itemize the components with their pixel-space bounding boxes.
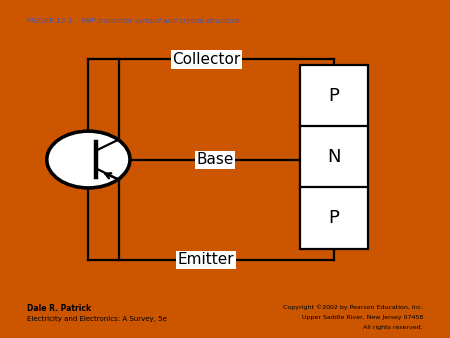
Text: Emitter: Emitter (178, 252, 234, 267)
Text: Upper Saddle River, New Jersey 07458: Upper Saddle River, New Jersey 07458 (302, 315, 423, 320)
Text: Dale R. Patrick: Dale R. Patrick (27, 304, 91, 313)
Text: Copyright ©2002 by Pearson Education, Inc.: Copyright ©2002 by Pearson Education, In… (283, 304, 423, 310)
Text: Collector: Collector (172, 52, 240, 67)
Bar (300, 65, 368, 249)
Text: P: P (328, 209, 339, 227)
Text: All rights reserved.: All rights reserved. (364, 325, 423, 330)
Text: FIGURE 12-1    PNP transistor symbol and crystal structure.: FIGURE 12-1 PNP transistor symbol and cr… (27, 18, 241, 24)
Circle shape (47, 131, 130, 188)
Text: P: P (328, 87, 339, 104)
Text: N: N (327, 148, 341, 166)
Text: Base: Base (196, 152, 234, 167)
Text: Electricity and Electronics: A Survey, 5e: Electricity and Electronics: A Survey, 5… (27, 316, 167, 322)
